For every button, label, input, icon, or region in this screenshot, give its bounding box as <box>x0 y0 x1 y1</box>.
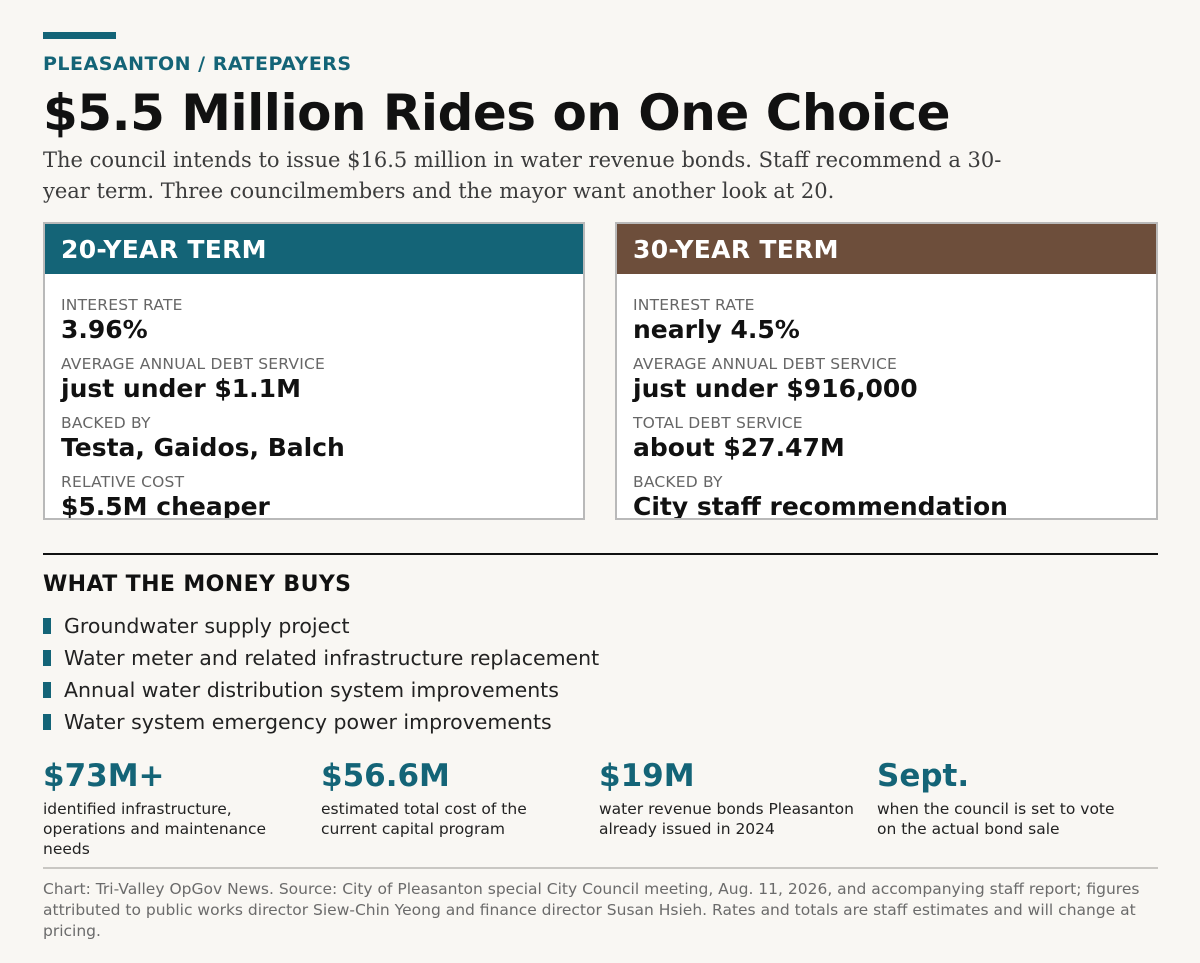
section-divider <box>43 553 1158 555</box>
row-value: $5.5M cheaper <box>61 492 270 520</box>
list-item-text: Water meter and related infrastructure r… <box>64 646 600 670</box>
row-label: AVERAGE ANNUAL DEBT SERVICE <box>633 355 898 373</box>
stat-description: water revenue bonds Pleasanton already i… <box>599 800 854 838</box>
stats-row: $73M+ identified infrastructure, operati… <box>43 757 1163 859</box>
bullet-marker <box>43 714 51 730</box>
row-value: just under $1.1M <box>61 374 301 403</box>
row-value: City staff recommendation <box>633 492 1008 520</box>
row-label: RELATIVE COST <box>61 473 185 491</box>
row-label: TOTAL DEBT SERVICE <box>633 414 803 432</box>
list-item: Water meter and related infrastructure r… <box>43 642 599 674</box>
list-item-text: Groundwater supply project <box>64 614 350 638</box>
term-card-title: 30-YEAR TERM <box>617 224 1156 274</box>
row-label: INTEREST RATE <box>61 296 183 314</box>
bullet-marker <box>43 682 51 698</box>
list-item-text: Annual water distribution system improve… <box>64 678 559 702</box>
row-label: BACKED BY <box>61 414 151 432</box>
row-value: about $27.47M <box>633 433 845 462</box>
list-item: Annual water distribution system improve… <box>43 674 599 706</box>
stat-description: when the council is set to vote on the a… <box>877 800 1115 838</box>
kicker-accent-bar <box>43 32 116 39</box>
term-card-title: 20-YEAR TERM <box>45 224 583 274</box>
term-card-body: INTEREST RATE nearly 4.5% AVERAGE ANNUAL… <box>617 274 1156 520</box>
section-title: WHAT THE MONEY BUYS <box>43 572 352 597</box>
row-value: 3.96% <box>61 315 148 344</box>
footer-rule <box>43 867 1158 869</box>
money-buys-list: Groundwater supply project Water meter a… <box>43 610 599 738</box>
term-card-20-year: 20-YEAR TERM INTEREST RATE 3.96% AVERAGE… <box>43 222 585 520</box>
stat-value: $56.6M <box>321 758 450 794</box>
row-value: Testa, Gaidos, Balch <box>61 433 345 462</box>
row-label: AVERAGE ANNUAL DEBT SERVICE <box>61 355 326 373</box>
stat-block: $56.6M estimated total cost of the curre… <box>321 757 599 859</box>
list-item: Groundwater supply project <box>43 610 599 642</box>
bullet-marker <box>43 650 51 666</box>
headline: $5.5 Million Rides on One Choice <box>43 84 951 142</box>
stat-block: $19M water revenue bonds Pleasanton alre… <box>599 757 877 859</box>
row-label: BACKED BY <box>633 473 723 491</box>
source-note: Chart: Tri-Valley OpGov News. Source: Ci… <box>43 880 1140 940</box>
kicker: PLEASANTON / RATEPAYERS <box>43 53 352 75</box>
stat-value: $19M <box>599 758 695 794</box>
list-item: Water system emergency power improvement… <box>43 706 599 738</box>
row-value: nearly 4.5% <box>633 315 800 344</box>
list-item-text: Water system emergency power improvement… <box>64 710 552 734</box>
stat-value: $73M+ <box>43 758 165 794</box>
stat-description: estimated total cost of the current capi… <box>321 800 527 838</box>
row-value: just under $916,000 <box>633 374 918 403</box>
stat-description: identified infrastructure, operations an… <box>43 800 267 858</box>
stat-block: $73M+ identified infrastructure, operati… <box>43 757 321 859</box>
dek: The council intends to issue $16.5 milli… <box>43 148 1002 203</box>
stat-value: Sept. <box>877 758 970 794</box>
row-label: INTEREST RATE <box>633 296 755 314</box>
bullet-marker <box>43 618 51 634</box>
term-card-30-year: 30-YEAR TERM INTEREST RATE nearly 4.5% A… <box>615 222 1158 520</box>
stat-block: Sept. when the council is set to vote on… <box>877 757 1155 859</box>
term-card-body: INTEREST RATE 3.96% AVERAGE ANNUAL DEBT … <box>45 274 583 520</box>
